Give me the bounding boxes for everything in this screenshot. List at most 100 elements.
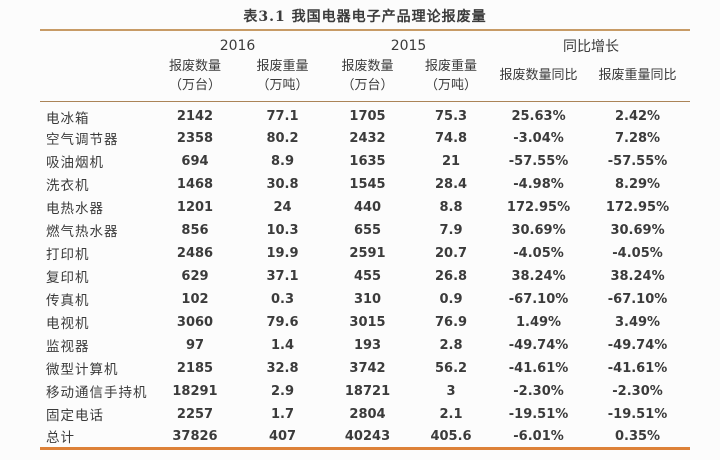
cell-value: -2.30%: [612, 383, 663, 399]
cell-value: 172.95%: [605, 199, 670, 215]
year-group-2016: 2016: [219, 38, 256, 54]
cell-value: 18721: [344, 383, 391, 399]
cell-value: -4.05%: [513, 245, 564, 261]
cell-value: 1.49%: [515, 314, 562, 330]
cell-value: -3.04%: [513, 130, 564, 146]
col-header-2015-weight: 报废重量 （万吨）: [410, 57, 493, 102]
cell-value: 1545: [349, 176, 386, 192]
product-name: 监视器: [46, 339, 90, 355]
product-name: 电视机: [46, 316, 90, 332]
cell-value: -19.51%: [607, 406, 668, 422]
cell-value: 3.49%: [614, 314, 661, 330]
cell-value: 37.1: [266, 268, 299, 284]
cell-value: 24: [273, 199, 292, 215]
cell-value: 405.6: [430, 428, 472, 444]
product-name: 吸油烟机: [46, 155, 104, 171]
table-row: 洗衣机 1468 30.8 1545 28.4 -4.98% 8.29%: [40, 173, 690, 196]
cell-value: 30.69%: [610, 222, 665, 238]
product-name: 传真机: [46, 293, 90, 309]
cell-value: -2.30%: [513, 383, 564, 399]
year-group-2015: 2015: [390, 38, 427, 54]
cell-value: -4.05%: [612, 245, 663, 261]
product-name: 打印机: [46, 247, 90, 263]
cell-value: 2486: [176, 245, 214, 261]
table-row: 总计 37826 407 40243 405.6 -6.01% 0.35%: [40, 426, 690, 449]
cell-value: -41.61%: [607, 360, 668, 376]
cell-value: 25.63%: [511, 109, 566, 124]
cell-value: 655: [353, 222, 382, 238]
table-row: 电热水器 1201 24 440 8.8 172.95% 172.95%: [40, 196, 690, 219]
cell-value: 2185: [176, 360, 214, 376]
cell-value: -57.55%: [508, 153, 569, 169]
cell-value: 407: [268, 428, 297, 444]
cell-value: 1201: [176, 199, 214, 215]
cell-value: -49.74%: [607, 337, 668, 353]
cell-value: 7.28%: [614, 130, 661, 146]
cell-value: -67.10%: [508, 291, 569, 307]
cell-value: 3: [446, 383, 456, 399]
table-row: 电视机 3060 79.6 3015 76.9 1.49% 3.49%: [40, 311, 690, 334]
col-header-2016-qty: 报废数量 （万台）: [150, 57, 240, 102]
cell-value: -41.61%: [508, 360, 569, 376]
cell-value: 2358: [176, 130, 214, 146]
table-row: 复印机 629 37.1 455 26.8 38.24% 38.24%: [40, 265, 690, 288]
cell-value: 32.8: [266, 360, 299, 376]
table-header: 2016 2015 同比增长 报废数量 （万台） 报废重量 （万吨） 报废数量 …: [40, 30, 691, 102]
empty-corner-cell: [40, 30, 150, 57]
cell-value: 10.3: [266, 222, 299, 238]
cell-value: 2142: [176, 109, 214, 124]
col-header-weight-yoy: 报废重量同比: [585, 57, 691, 102]
cell-value: 3015: [349, 314, 386, 330]
cell-value: 3742: [349, 360, 386, 376]
cell-value: 2804: [349, 406, 386, 422]
cell-value: 18291: [172, 383, 218, 399]
cell-value: 1635: [349, 153, 386, 169]
cell-value: 102: [181, 291, 209, 307]
cell-value: 28.4: [434, 176, 468, 192]
table-row: 电冰箱 2142 77.1 1705 75.3 25.63% 2.42%: [40, 101, 690, 127]
table-row: 打印机 2486 19.9 2591 20.7 -4.05% -4.05%: [40, 242, 690, 265]
cell-value: 193: [353, 337, 382, 353]
cell-value: 0.9: [439, 291, 463, 307]
cell-value: 79.6: [266, 314, 299, 330]
product-name: 微型计算机: [46, 362, 119, 378]
product-name: 电冰箱: [46, 110, 90, 127]
cell-value: -67.10%: [607, 291, 668, 307]
cell-value: 40243: [344, 428, 391, 444]
cell-value: 37826: [172, 428, 218, 444]
cell-value: 1.7: [270, 406, 295, 422]
cell-value: 56.2: [434, 360, 468, 376]
cell-value: 0.3: [270, 291, 295, 307]
table-title: 表3.1 我国电器电子产品理论报废量: [243, 9, 487, 25]
product-name: 电热水器: [46, 201, 104, 217]
cell-value: 8.29%: [614, 176, 661, 192]
scrap-volume-table: 2016 2015 同比增长 报废数量 （万台） 报废重量 （万吨） 报废数量 …: [40, 29, 691, 450]
cell-value: -4.98%: [513, 176, 564, 192]
cell-value: 97: [185, 337, 205, 353]
cell-value: 856: [181, 222, 209, 238]
col-header-2016-weight: 报废重量 （万吨）: [240, 57, 326, 102]
cell-value: 629: [181, 268, 209, 284]
product-name: 移动通信手持机: [46, 385, 148, 401]
cell-value: 172.95%: [506, 199, 571, 215]
table-row: 传真机 102 0.3 310 0.9 -67.10% -67.10%: [40, 288, 690, 311]
cell-value: 310: [353, 291, 382, 307]
cell-value: -19.51%: [508, 406, 569, 422]
product-name: 洗衣机: [46, 178, 90, 194]
product-name: 空气调节器: [46, 132, 119, 148]
cell-value: -49.74%: [508, 337, 569, 353]
year-header-row: 2016 2015 同比增长: [40, 30, 690, 57]
cell-value: 38.24%: [610, 268, 665, 284]
cell-value: 2.9: [270, 383, 295, 399]
cell-value: -57.55%: [607, 153, 668, 169]
cell-value: 694: [181, 153, 209, 169]
cell-value: 77.1: [266, 109, 299, 124]
cell-value: 455: [353, 268, 382, 284]
cell-value: 0.35%: [614, 428, 661, 444]
cell-value: 1.4: [270, 337, 295, 353]
cell-value: 1705: [349, 109, 386, 124]
cell-value: -6.01%: [513, 428, 564, 444]
table-row: 吸油烟机 694 8.9 1635 21 -57.55% -57.55%: [40, 150, 690, 173]
table-body: 电冰箱 2142 77.1 1705 75.3 25.63% 2.42% 空气调节器 2358 8…: [40, 101, 690, 449]
